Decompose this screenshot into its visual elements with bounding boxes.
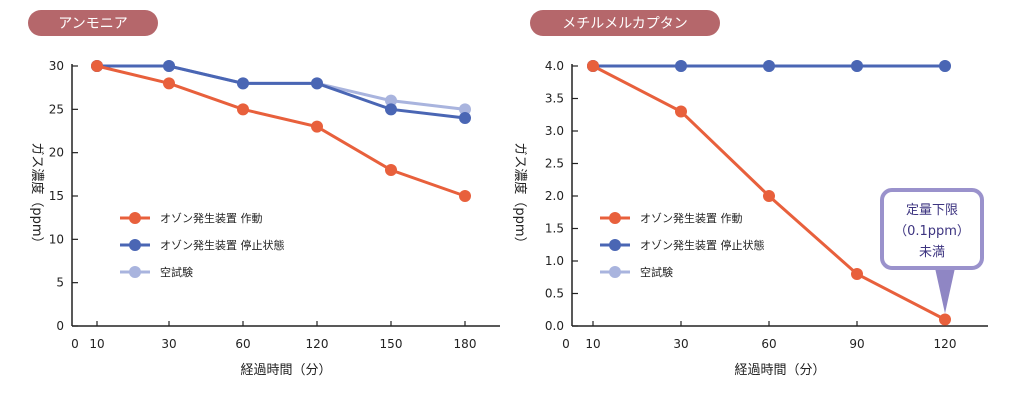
data-point xyxy=(851,60,863,72)
data-point xyxy=(587,60,599,72)
y-tick-label: 2.5 xyxy=(545,157,564,171)
x-tick-label: 60 xyxy=(235,337,250,351)
chart-1: アンモニア 0 5 10 15 20 25 30 0 10 30 60 120 150 180 経過時間（分）… xyxy=(28,10,500,378)
x-axis-label: 経過時間（分） xyxy=(240,363,331,378)
x-tick-label: 30 xyxy=(161,337,176,351)
callout-text: 未満 xyxy=(919,245,945,260)
y-tick-label: 0.0 xyxy=(545,319,564,333)
x-axis-label: 経過時間（分） xyxy=(734,363,825,378)
y-tick-label: 0 xyxy=(56,319,64,333)
data-point xyxy=(675,60,687,72)
legend-swatch-marker xyxy=(609,266,621,278)
series-line xyxy=(97,64,466,120)
data-point xyxy=(851,268,863,280)
legend-label: 空試験 xyxy=(640,265,673,279)
data-point xyxy=(385,103,397,116)
series-line xyxy=(96,64,466,198)
legend-swatch-marker xyxy=(129,239,141,251)
data-point xyxy=(939,60,951,72)
chart-2: メチルメルカプタン 0.0 0.5 1.0 1.5 2.0 2.5 3.0 3.5 4.0 0 10 3… xyxy=(512,10,988,378)
x-tick-label: 0 xyxy=(71,337,79,351)
chart-title: アンモニア xyxy=(58,16,127,32)
x-tick-label: 90 xyxy=(849,337,864,351)
callout-text: （0.1ppm） xyxy=(894,224,970,239)
legend-swatch-marker xyxy=(609,239,621,251)
y-tick-label: 5 xyxy=(56,276,64,290)
y-tick-label: 0.5 xyxy=(545,287,564,301)
y-axis-label: ガス濃度（ppm） xyxy=(29,142,45,249)
callout-text: 定量下限 xyxy=(906,203,958,218)
y-tick-label: 30 xyxy=(49,59,64,73)
x-tick-label: 0 xyxy=(562,337,570,351)
data-point xyxy=(763,190,775,202)
data-point xyxy=(459,112,471,124)
legend-swatch-marker xyxy=(129,212,141,224)
data-point xyxy=(763,60,775,72)
y-tick-label: 20 xyxy=(49,146,64,160)
y-tick-label: 2.0 xyxy=(545,189,564,203)
y-tick-label: 1.5 xyxy=(545,222,564,236)
data-point xyxy=(459,190,471,202)
chart-title: メチルメルカプタン xyxy=(562,16,688,32)
callout-box xyxy=(880,188,984,270)
chart-title-badge xyxy=(28,10,158,36)
data-point xyxy=(459,103,471,116)
x-tick-label: 30 xyxy=(673,337,688,351)
x-tick-label: 10 xyxy=(89,337,104,351)
data-point xyxy=(163,60,175,72)
legend-label: オゾン発生装置 作動 xyxy=(640,211,743,225)
legend-label: オゾン発生装置 停止状態 xyxy=(160,238,285,252)
x-tick-label: 180 xyxy=(454,337,477,351)
x-tick-label: 120 xyxy=(934,337,957,351)
y-tick-label: 3.5 xyxy=(545,92,564,106)
data-point xyxy=(939,313,951,326)
legend-label: 空試験 xyxy=(160,265,193,279)
x-tick-label: 60 xyxy=(761,337,776,351)
y-axis-label: ガス濃度（ppm） xyxy=(512,142,528,249)
y-tick-label: 15 xyxy=(49,189,64,203)
data-point xyxy=(237,77,249,90)
data-point xyxy=(237,103,249,116)
data-point xyxy=(91,60,103,72)
legend-swatch-marker xyxy=(609,212,621,224)
y-tick-label: 4.0 xyxy=(545,59,564,73)
legend-label: オゾン発生装置 停止状態 xyxy=(640,238,765,252)
legend-label: オゾン発生装置 作動 xyxy=(160,211,263,225)
data-point xyxy=(385,94,397,107)
series-line xyxy=(97,64,466,111)
legend-swatch-marker xyxy=(129,266,141,278)
data-point xyxy=(385,164,397,176)
callout-pointer xyxy=(935,268,955,314)
data-point xyxy=(675,105,687,118)
y-tick-label: 10 xyxy=(49,232,64,246)
data-point xyxy=(311,77,323,90)
chart-title-badge xyxy=(530,10,720,36)
data-point xyxy=(163,77,175,90)
data-point xyxy=(311,120,323,133)
x-tick-label: 10 xyxy=(585,337,600,351)
x-tick-label: 120 xyxy=(306,337,329,351)
y-tick-label: 3.0 xyxy=(545,124,564,138)
x-tick-label: 150 xyxy=(380,337,403,351)
y-tick-label: 25 xyxy=(49,102,64,116)
y-tick-label: 1.0 xyxy=(545,254,564,268)
